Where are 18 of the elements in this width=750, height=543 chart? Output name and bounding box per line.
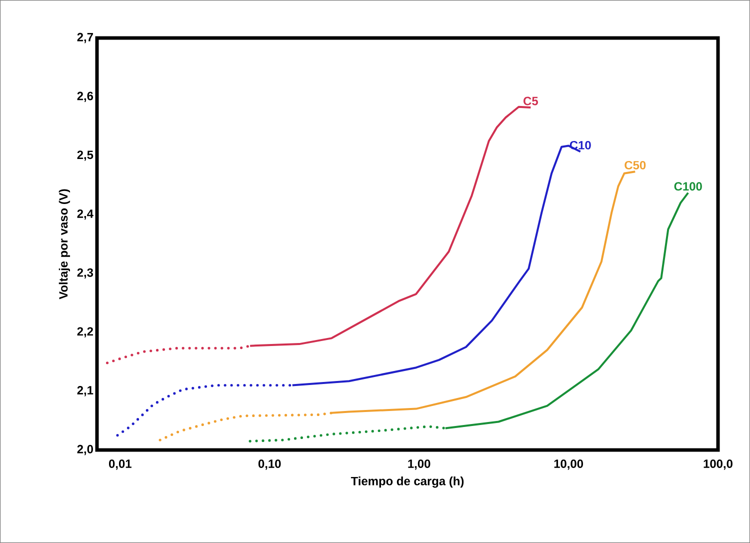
x-tick-label: 0,10 xyxy=(258,460,281,470)
x-tick-label: 100,0 xyxy=(704,460,732,470)
series-label: C100 xyxy=(674,182,702,191)
x-tick-label: 10,00 xyxy=(554,460,584,470)
x-tick-label: 0,01 xyxy=(108,460,132,470)
y-axis-title: Voltaje por vaso (V) xyxy=(58,189,70,300)
y-tick-label: 2,5 xyxy=(77,150,94,161)
y-tick-label: 2,2 xyxy=(77,327,93,338)
x-axis-title: Tiempo de carga (h) xyxy=(350,476,464,488)
y-tick-label: 2,1 xyxy=(77,386,94,396)
series-label: C50 xyxy=(624,160,646,170)
series-label: C5 xyxy=(524,96,538,106)
y-tick-label: 2,0 xyxy=(77,444,93,456)
x-tick-label: 1,00 xyxy=(408,460,430,470)
y-tick-label: 2,4 xyxy=(77,209,94,220)
y-tick-label: 2,7 xyxy=(77,32,93,44)
y-tick-label: 2,6 xyxy=(77,92,94,102)
y-tick-label: 2,3 xyxy=(77,268,94,279)
